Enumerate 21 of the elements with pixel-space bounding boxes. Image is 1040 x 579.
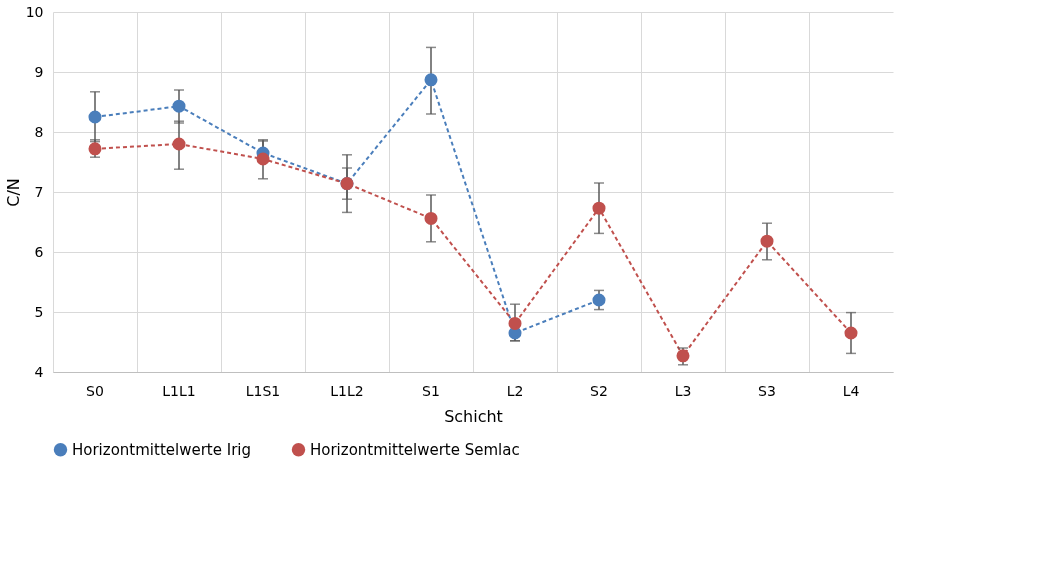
x-tick-label: S2 [590, 382, 608, 399]
y-tick-label: 5 [34, 303, 44, 320]
y-tick-label: 7 [34, 183, 44, 200]
legend-label: Horizontmittelwerte Semlac [310, 440, 520, 459]
y-axis-title: C/N [3, 178, 23, 207]
x-tick-label: L1L2 [330, 382, 364, 399]
x-tick-label: L3 [674, 382, 692, 399]
legend-label: Horizontmittelwerte Irig [72, 440, 251, 459]
y-tick-label: 4 [34, 363, 44, 380]
x-axis-title: Schicht [444, 406, 503, 426]
x-tick-label: L2 [506, 382, 524, 399]
y-tick-label: 8 [34, 123, 44, 140]
x-tick-label: L4 [842, 382, 860, 399]
x-tick-label: S1 [422, 382, 440, 399]
x-tick-label: S0 [86, 382, 104, 399]
y-tick-label: 9 [34, 63, 44, 80]
y-tick-label: 10 [25, 3, 44, 20]
x-tick-label: L1S1 [245, 382, 281, 399]
x-tick-label: L1L1 [162, 382, 196, 399]
x-tick-label: S3 [758, 382, 776, 399]
y-tick-label: 6 [34, 243, 44, 260]
